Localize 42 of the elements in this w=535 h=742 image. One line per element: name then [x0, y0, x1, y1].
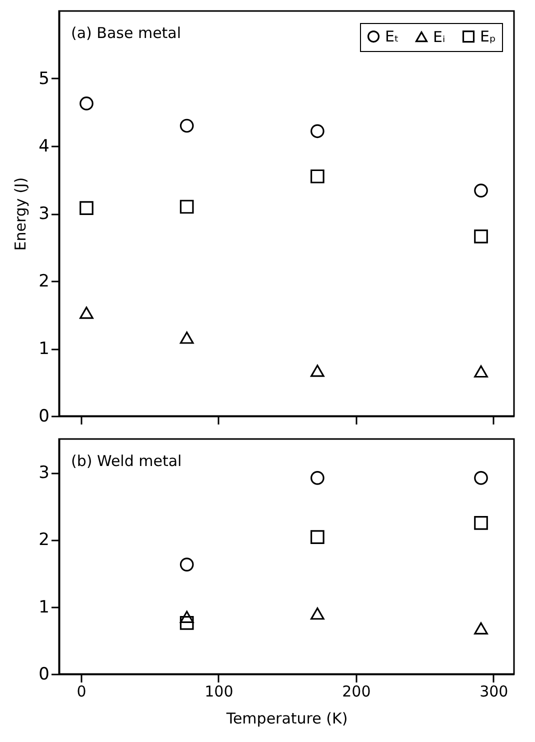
point — [310, 364, 324, 377]
point — [180, 610, 194, 624]
point — [474, 230, 488, 244]
point — [180, 616, 194, 630]
y-tick-label: 2 — [38, 272, 50, 292]
point — [474, 622, 488, 634]
y-tick-label: 5 — [38, 69, 50, 89]
point — [310, 471, 324, 485]
y-tick-label: 1 — [38, 339, 50, 359]
y-axis-title: Energy (J) — [12, 177, 30, 251]
point — [180, 200, 194, 214]
y-tick-label: 0 — [38, 664, 50, 684]
y-tick-label: 0 — [38, 406, 50, 426]
legend-label: Eₜ — [385, 28, 399, 46]
point — [80, 201, 94, 216]
point — [474, 516, 488, 530]
text: (b) Weld metal — [71, 452, 182, 470]
point — [80, 306, 94, 319]
point — [310, 530, 324, 544]
x-tick-label: 200 — [342, 682, 371, 700]
point — [310, 169, 324, 184]
point — [180, 118, 194, 133]
point — [80, 96, 94, 110]
legend-label: Eᵢ — [433, 28, 446, 46]
y-tick-label: 3 — [38, 463, 50, 484]
y-tick-label: 1 — [38, 597, 50, 618]
point — [310, 124, 324, 138]
point — [180, 558, 194, 572]
x-tick-label: 300 — [480, 682, 508, 700]
y-tick-label: 3 — [38, 204, 50, 224]
x-tick-label: 100 — [204, 682, 234, 700]
legend-label: Eₚ — [480, 28, 496, 46]
x-tick-label: 0 — [76, 682, 86, 700]
x-axis-title: Temperature (K) — [225, 710, 348, 728]
point — [474, 365, 488, 378]
y-tick-label: 4 — [38, 136, 50, 156]
y-tick-label: 2 — [38, 530, 50, 550]
point — [474, 471, 488, 485]
point — [310, 607, 324, 620]
text: (a) Base metal — [71, 24, 182, 42]
point — [474, 184, 488, 198]
point — [180, 332, 194, 344]
